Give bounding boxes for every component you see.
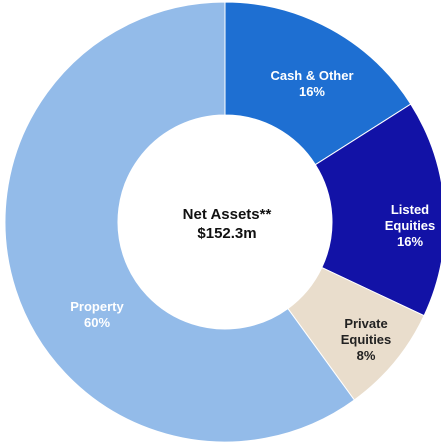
category-label: Listed Equities xyxy=(384,202,436,233)
category-label: Private Equities xyxy=(340,316,392,347)
category-label: Cash & Other xyxy=(270,68,354,83)
category-label: Property xyxy=(70,299,124,314)
donut-segment xyxy=(224,1,412,166)
value-label: 8% xyxy=(356,348,376,363)
center-value: $152.3m xyxy=(197,225,257,242)
donut-segment xyxy=(314,103,441,317)
value-label: 60% xyxy=(83,315,111,330)
center-label: Net Assets** $152.3m xyxy=(183,205,272,243)
segment-label: Cash & Other 16% xyxy=(270,68,353,100)
center-title: Net Assets** xyxy=(182,206,272,223)
value-label: 16% xyxy=(396,234,424,249)
segment-label: Listed Equities 16% xyxy=(375,202,441,250)
segment-label: Private Equities 8% xyxy=(331,316,401,364)
donut-segment xyxy=(4,1,356,443)
segment-label: Property 60% xyxy=(70,299,123,331)
value-label: 16% xyxy=(298,84,326,99)
